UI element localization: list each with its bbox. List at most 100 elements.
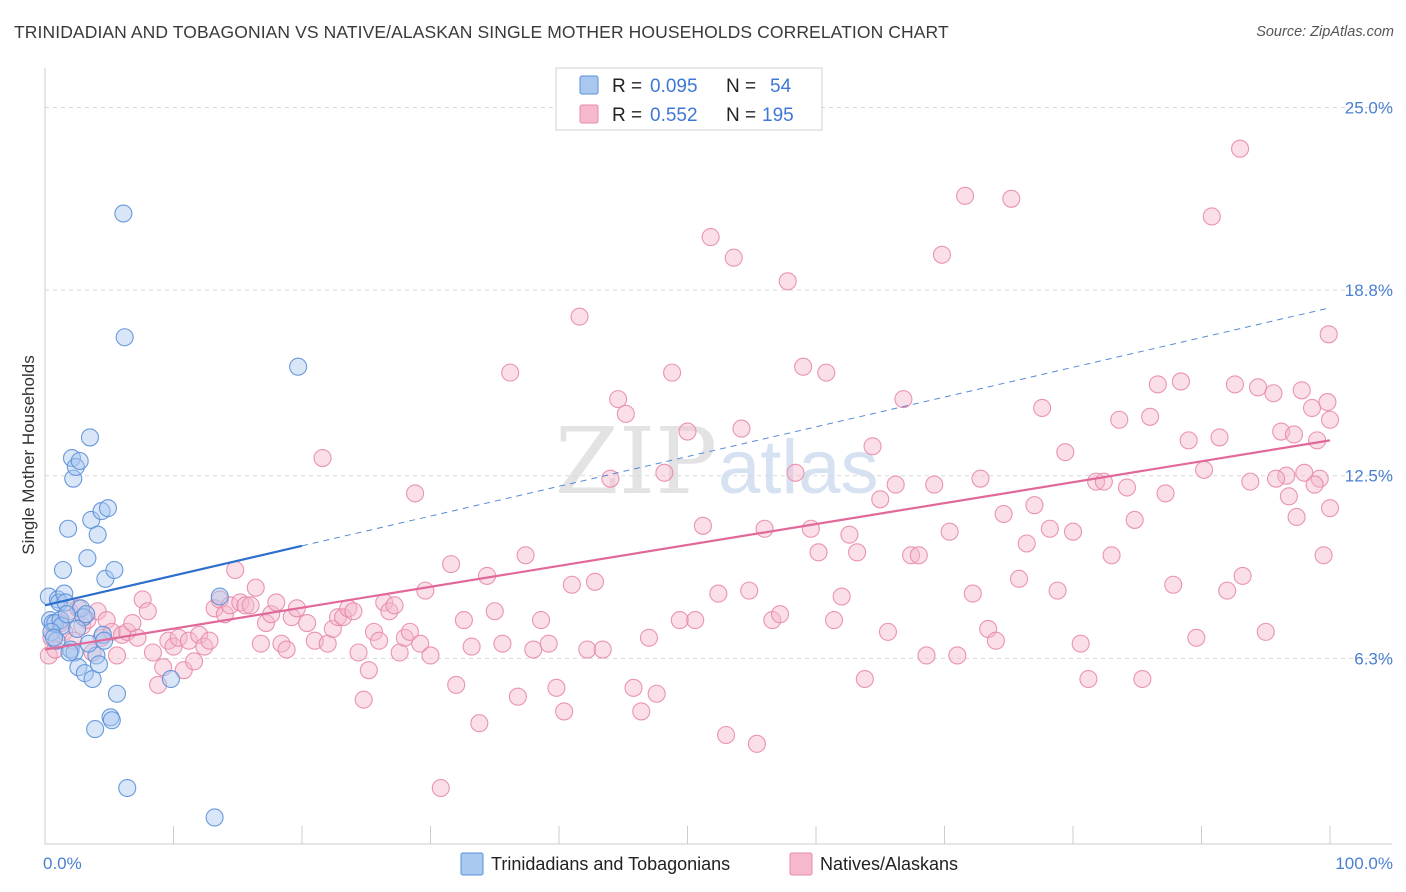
trend-line-blue-solid (44, 544, 303, 607)
native-point-48 (277, 640, 296, 659)
native-point-93 (570, 307, 589, 326)
native-point-186 (1287, 507, 1306, 527)
native-point-31 (190, 625, 209, 644)
native-point-107 (678, 422, 697, 441)
trinidadian-point-36 (105, 560, 124, 580)
native-point-85 (508, 687, 527, 706)
native-point-157 (1063, 522, 1083, 541)
native-point-119 (770, 605, 790, 624)
native-point-136 (902, 546, 921, 565)
trinidadian-point-48 (68, 619, 87, 638)
native-point-171 (1171, 372, 1190, 391)
native-point-51 (298, 613, 317, 633)
native-point-142 (948, 646, 967, 665)
trinidadian-point-43 (210, 587, 229, 606)
native-point-143 (956, 186, 975, 205)
series-legend: Trinidadians and Tobagonians Natives/Ala… (460, 852, 958, 876)
y-tick-labels: 6.3% 12.5% 18.8% 25.0% (1345, 98, 1393, 668)
x-tick-label-1: 100.0% (1335, 854, 1393, 873)
native-point-128 (840, 525, 859, 544)
native-point-70 (400, 622, 419, 641)
native-point-80 (470, 714, 489, 733)
native-point-19 (128, 628, 147, 647)
native-point-94 (578, 640, 597, 659)
native-point-41 (241, 596, 260, 615)
native-point-75 (431, 778, 450, 798)
native-point-29 (179, 631, 198, 650)
native-point-13 (97, 611, 116, 630)
native-point-155 (1048, 581, 1067, 600)
trinidadian-point-46 (47, 631, 66, 650)
trinidadian-point-42 (205, 808, 224, 827)
native-point-84 (501, 363, 520, 382)
native-point-98 (609, 390, 628, 409)
native-point-15 (107, 646, 127, 665)
native-point-166 (1133, 669, 1152, 689)
native-point-131 (863, 437, 882, 456)
native-point-191 (1320, 410, 1340, 429)
x-tick-label-0: 0.0% (43, 854, 82, 873)
trinidadian-point-29 (89, 655, 109, 674)
trinidadian-point-37 (107, 684, 127, 703)
trinidadian-point-33 (98, 499, 118, 518)
native-point-167 (1141, 407, 1160, 426)
native-point-185 (1279, 487, 1298, 506)
native-point-117 (755, 519, 774, 538)
native-point-71 (406, 484, 425, 503)
native-point-32 (195, 637, 214, 656)
native-point-114 (732, 419, 751, 438)
legend-swatch-pink (579, 104, 599, 124)
trinidadian-point-50 (44, 628, 64, 647)
native-point-174 (1195, 460, 1214, 479)
native-point-27 (169, 628, 188, 647)
legend-swatch-blue (579, 75, 599, 95)
native-point-77 (447, 675, 466, 694)
native-point-97 (601, 469, 620, 488)
native-point-89 (539, 634, 558, 653)
native-point-201 (1231, 139, 1250, 158)
native-point-192 (1314, 546, 1333, 565)
trinidadian-point-28 (88, 525, 107, 544)
series-legend-swatch-pink (789, 852, 813, 876)
series-legend-swatch-blue (460, 852, 484, 876)
native-point-165 (1125, 510, 1144, 529)
native-point-108 (686, 611, 705, 630)
native-point-59 (344, 602, 363, 621)
native-point-159 (1079, 669, 1098, 689)
native-point-188 (1302, 398, 1322, 418)
trinidadian-point-49 (77, 605, 96, 624)
native-point-140 (932, 245, 951, 264)
trinidadian-point-38 (114, 204, 133, 223)
native-point-195 (1292, 381, 1311, 400)
native-point-181 (1248, 378, 1268, 397)
trinidadian-point-51 (60, 643, 79, 662)
x-tick-labels: 0.0% 100.0% (43, 854, 1393, 873)
native-point-152 (1025, 496, 1044, 515)
native-point-61 (354, 690, 373, 709)
native-point-92 (562, 575, 581, 594)
trend-lines (44, 307, 1331, 651)
native-point-87 (524, 640, 543, 659)
native-point-33 (200, 631, 219, 650)
native-point-79 (462, 637, 481, 656)
trinidadian-point-39 (115, 328, 134, 347)
native-point-189 (1310, 469, 1329, 488)
native-point-53 (313, 449, 332, 468)
native-point-47 (272, 634, 291, 653)
native-point-196 (1284, 425, 1304, 444)
chart-source: Source: ZipAtlas.com (1256, 24, 1394, 40)
native-point-193 (1308, 431, 1327, 450)
series-legend-label-pink: Natives/Alaskans (820, 854, 958, 874)
native-point-180 (1241, 472, 1260, 491)
native-point-199 (1320, 499, 1340, 518)
native-point-134 (886, 475, 905, 494)
native-point-36 (215, 605, 234, 624)
trinidadian-point-8 (53, 560, 73, 580)
native-point-124 (809, 543, 828, 562)
native-point-69 (395, 628, 414, 647)
native-point-96 (593, 640, 612, 659)
native-point-64 (370, 631, 389, 650)
native-point-129 (848, 543, 867, 562)
trinidadian-point-44 (289, 357, 308, 376)
native-point-115 (740, 581, 759, 600)
